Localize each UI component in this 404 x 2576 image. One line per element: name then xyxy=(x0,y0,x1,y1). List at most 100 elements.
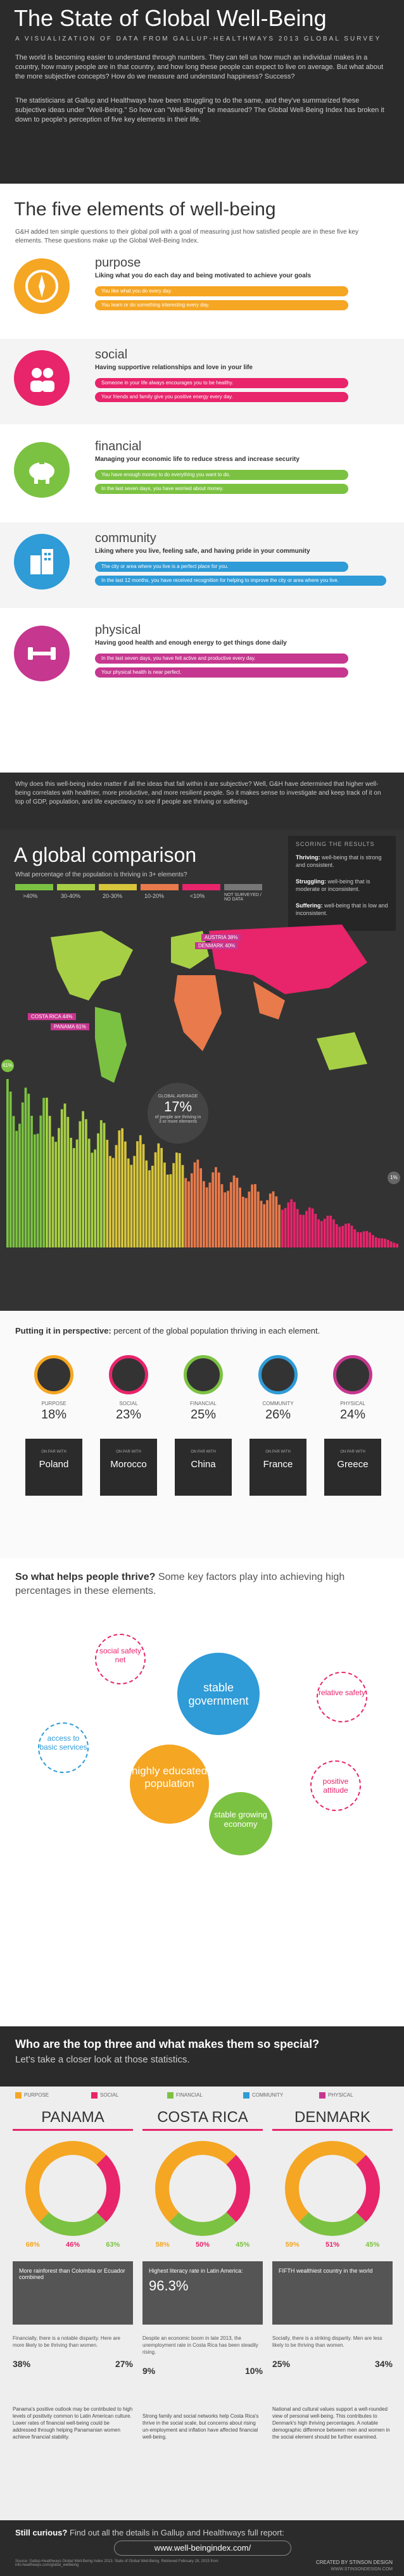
suffering-label: Suffering: xyxy=(296,902,323,909)
element-desc: Having supportive relationships and love… xyxy=(95,364,253,371)
country-bar xyxy=(287,1202,290,1247)
page-title: The State of Global Well-Being xyxy=(14,5,327,31)
bubble-stable-economy: stable growing economy xyxy=(209,1792,272,1855)
country-bar xyxy=(87,1139,91,1247)
country-name: Morocco xyxy=(110,1459,147,1470)
country-bar xyxy=(314,1213,317,1247)
donut-chart xyxy=(155,2141,250,2236)
country-bar xyxy=(374,1237,377,1247)
country-bar xyxy=(242,1196,244,1247)
country-bar xyxy=(190,1173,193,1247)
perspective-value: 23% xyxy=(115,1408,142,1422)
curious-text: Find out all the details in Gallup and H… xyxy=(69,2528,284,2537)
country-bar xyxy=(290,1199,293,1247)
country-bar xyxy=(332,1219,335,1247)
perspective-value: 25% xyxy=(190,1408,217,1422)
country-bar xyxy=(46,1097,48,1247)
perspective-value: 24% xyxy=(339,1408,366,1422)
donut-chart xyxy=(25,2141,120,2236)
element-question: In the last seven days, you have felt ac… xyxy=(95,653,348,664)
bar-max-label: 61% xyxy=(1,1059,14,1072)
country-bar xyxy=(42,1097,45,1247)
country-bar xyxy=(75,1139,79,1247)
summary-text: Panama's positive outlook may be contrib… xyxy=(13,2406,133,2440)
compass-icon xyxy=(34,1355,73,1394)
top-three-header: Who are the top three and what makes the… xyxy=(0,2026,404,2087)
country-bar xyxy=(58,1128,60,1247)
country-bar xyxy=(9,1091,12,1247)
country-bar xyxy=(362,1231,365,1247)
report-link[interactable]: www.well-beingindex.com/ xyxy=(114,2541,291,2556)
perspective-text: percent of the global population thrivin… xyxy=(113,1326,320,1335)
country-bar xyxy=(386,1240,389,1247)
help-text: Some key factors play into achieving hig… xyxy=(15,1572,345,1596)
element-financial: financial Managing your economic life to… xyxy=(0,431,404,516)
perspective-value: 18% xyxy=(41,1408,67,1422)
country-bar xyxy=(6,1079,9,1247)
country-bar xyxy=(187,1181,190,1247)
perspective-item: PHYSICAL 24% ON PAR WITH Greece xyxy=(324,1355,381,1496)
intro-paragraph-2: The statisticians at Gallup and Healthwa… xyxy=(15,97,384,123)
country-bar xyxy=(281,1209,284,1247)
country-bar xyxy=(51,1136,54,1247)
gender-compare: 25% 34% xyxy=(272,2359,393,2369)
country-bar xyxy=(172,1163,175,1247)
five-elements-intro: G&H added ten simple questions to their … xyxy=(15,229,358,244)
avg-label: GLOBAL AVERAGE xyxy=(158,1094,198,1099)
piggy-bank-icon xyxy=(184,1355,223,1394)
country-bar xyxy=(335,1224,338,1247)
callout-denmark: DENMARK 40% xyxy=(195,942,239,949)
country-bar xyxy=(70,1137,72,1247)
country-bar xyxy=(329,1215,332,1247)
country-name: France xyxy=(263,1459,293,1470)
country-bar xyxy=(199,1168,202,1247)
element-name: physical xyxy=(95,623,141,637)
legend-item: PURPOSE xyxy=(15,2092,49,2099)
footer-section: Still curious? Find out all the details … xyxy=(0,2520,404,2576)
country-bar xyxy=(360,1232,362,1247)
five-elements-title: The five elements of well-being xyxy=(14,199,276,220)
legend-item: SOCIAL xyxy=(91,2092,118,2099)
country-bar xyxy=(196,1159,199,1247)
country-bar xyxy=(85,1119,87,1247)
perspective-label: PURPOSE xyxy=(41,1401,66,1406)
thriving-label: Thriving: xyxy=(296,854,320,861)
element-desc: Liking where you live, feeling safe, and… xyxy=(95,548,310,555)
element-question: You have enough money to do everything y… xyxy=(95,470,348,480)
credit-url[interactable]: WWW.STINSONDESIGN.COM xyxy=(331,2567,393,2572)
perspective-label: PHYSICAL xyxy=(340,1401,365,1406)
country-bar xyxy=(175,1152,178,1247)
on-par-label: ON PAR WITH xyxy=(265,1450,291,1454)
country-bar xyxy=(372,1235,374,1247)
country-bar xyxy=(139,1135,142,1247)
element-community: community Liking where you live, feeling… xyxy=(0,522,404,608)
perspective-section: Putting it in perspective: percent of th… xyxy=(0,1311,404,1558)
stat-row: 68% 46% 63% xyxy=(25,2241,120,2249)
country-bar xyxy=(82,1111,84,1247)
element-name: social xyxy=(95,348,128,362)
on-par-label: ON PAR WITH xyxy=(41,1450,66,1454)
country-bar xyxy=(377,1238,381,1247)
country-bar xyxy=(323,1218,326,1247)
country-bar xyxy=(308,1207,311,1247)
element-name: community xyxy=(95,531,156,545)
country-bar xyxy=(208,1182,211,1247)
help-section: So what helps people thrive? Some key fa… xyxy=(0,1558,404,2026)
element-question: In the last 12 months, you have received… xyxy=(95,576,386,586)
scoring-title: SCORING THE RESULTS xyxy=(296,841,375,847)
perspective-label: FINANCIAL xyxy=(190,1401,217,1406)
country-bar xyxy=(320,1221,323,1247)
dumbbell-icon xyxy=(14,626,70,681)
perspective-item: FINANCIAL 25% ON PAR WITH China xyxy=(175,1355,232,1496)
element-question: Your physical health is near perfect. xyxy=(95,667,348,678)
country-bar xyxy=(293,1202,296,1247)
perspective-value: 26% xyxy=(265,1408,291,1422)
country-card: ON PAR WITH Morocco xyxy=(100,1439,157,1496)
element-purpose: purpose Liking what you do each day and … xyxy=(0,247,404,332)
country-bar xyxy=(266,1200,268,1247)
buildings-icon xyxy=(14,534,70,590)
country-bar xyxy=(15,1130,18,1247)
perspective-item: PURPOSE 18% ON PAR WITH Poland xyxy=(25,1355,82,1496)
bubble-social-safety-net: social safety net xyxy=(95,1634,146,1684)
country-name: Poland xyxy=(39,1459,69,1470)
